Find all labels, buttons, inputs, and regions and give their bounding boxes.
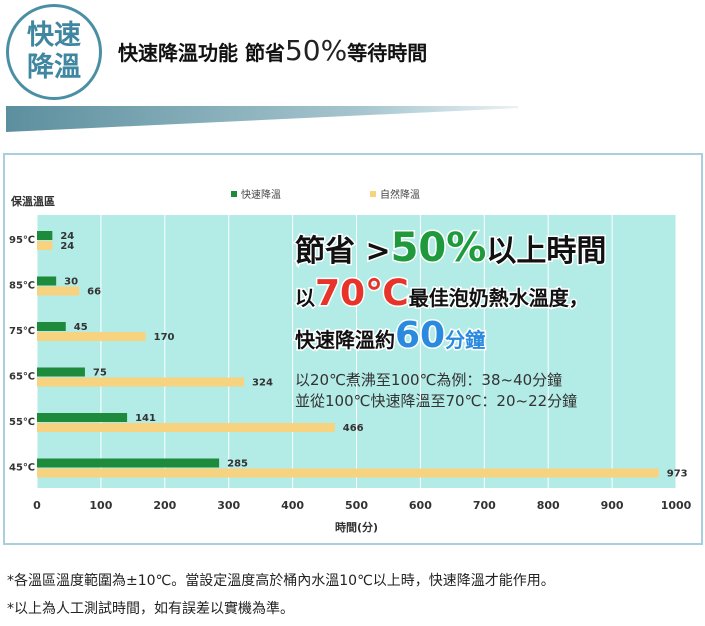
- data-label: 324: [252, 378, 273, 389]
- header-title-suffix: 等待時間: [347, 41, 428, 65]
- bar-1-1: [37, 231, 53, 240]
- x-tick-label: 800: [537, 499, 560, 512]
- callout-line-4: 以20℃煮沸至100℃為例：38~40分鐘: [295, 371, 562, 389]
- bar-2-3: [37, 332, 146, 341]
- data-label: 285: [227, 459, 248, 470]
- callout-line1-c: 以上時間: [486, 234, 606, 269]
- callout-line2-b: 70℃: [315, 273, 409, 314]
- data-label: 170: [154, 332, 175, 343]
- data-label: 24: [60, 241, 74, 252]
- x-tick-label: 700: [473, 499, 496, 512]
- bar-2-6: [37, 468, 659, 478]
- bar-1-6: [37, 458, 220, 468]
- x-tick-label: 0: [33, 499, 41, 512]
- footnote-2: *以上為人工測試時間，如有誤差以實機為準。: [7, 601, 294, 617]
- data-label: 75: [93, 368, 107, 379]
- y-tick-label: 95℃: [9, 235, 35, 246]
- y-tick-label: 45℃: [9, 463, 35, 474]
- x-tick-label: 500: [345, 499, 368, 512]
- callout-line3-b: 60: [395, 315, 445, 356]
- y-axis-title: 保溫溫區: [10, 194, 55, 208]
- data-label: 30: [64, 277, 78, 288]
- callout-line2-a: 以: [295, 286, 315, 310]
- bar-1-4: [37, 367, 85, 377]
- callout-line-1: 節省 >50%以上時間: [295, 225, 606, 271]
- data-label: 466: [343, 423, 364, 434]
- bar-2-4: [37, 377, 245, 387]
- callout-line1-a: 節省 >: [295, 234, 391, 269]
- x-tick-label: 600: [409, 499, 432, 512]
- callout-line-2: 以70℃最佳泡奶熱水溫度，: [295, 273, 589, 314]
- callout-line1-b: 50%: [391, 225, 487, 271]
- legend-label-2: 自然降溫: [380, 188, 420, 201]
- quick-cool-badge: 快速 降溫: [6, 4, 102, 100]
- y-tick-label: 55℃: [9, 417, 35, 428]
- cooling-time-chart: 0 100 200 300 400 500 600 700 800 900 1000 保溫溫區時間(分…: [9, 188, 692, 534]
- header-title: 快速降溫功能 節省50%等待時間: [118, 34, 427, 67]
- y-tick-label: 85℃: [9, 281, 35, 292]
- callout-line-5: 並從100℃快速降溫至70℃：20~22分鐘: [295, 392, 577, 410]
- badge-line-1: 快速: [27, 20, 81, 51]
- x-tick-label: 300: [217, 499, 240, 512]
- callout-line-3: 快速降溫約60分鐘: [295, 315, 485, 356]
- data-label: 24: [60, 231, 74, 242]
- x-tick-label: 100: [89, 499, 112, 512]
- bar-1-2: [37, 276, 57, 286]
- data-label: 66: [87, 287, 101, 298]
- legend-swatch-1: [231, 191, 237, 197]
- x-tick-label: 900: [601, 499, 624, 512]
- data-label: 973: [667, 469, 688, 480]
- legend-swatch-2: [370, 191, 376, 197]
- header-title-number: 50%: [284, 34, 348, 67]
- bar-2-5: [37, 423, 335, 432]
- data-label: 141: [135, 413, 156, 424]
- callout-line3-c: 分鐘: [445, 328, 485, 352]
- legend-label-1: 快速降溫: [241, 188, 281, 201]
- header-title-prefix: 快速降溫功能 節省: [118, 41, 285, 65]
- y-tick-label: 75℃: [9, 326, 35, 337]
- callout-line3-a: 快速降溫約: [295, 328, 395, 352]
- bar-2-2: [37, 286, 80, 296]
- bar-1-3: [37, 322, 66, 331]
- chart-frame: 0 100 200 300 400 500 600 700 800 900 1000 保溫溫區時間(分…: [3, 153, 703, 545]
- callout-line2-c: 最佳泡奶熱水溫度，: [409, 286, 589, 310]
- badge-line-2: 降溫: [27, 52, 81, 83]
- x-axis-title: 時間(分): [335, 520, 378, 534]
- y-tick-label: 65℃: [9, 372, 35, 383]
- x-tick-label: 200: [153, 499, 176, 512]
- bar-1-5: [37, 413, 128, 422]
- header-stripe: [6, 106, 518, 132]
- data-label: 45: [74, 322, 88, 333]
- x-tick-label: 400: [281, 499, 304, 512]
- x-tick-label: 1000: [661, 499, 692, 512]
- footnote-1: *各溫區溫度範圍為±10℃。當設定溫度高於桶內水溫10℃以上時，快速降溫才能作用…: [7, 573, 555, 589]
- bar-2-1: [37, 241, 53, 250]
